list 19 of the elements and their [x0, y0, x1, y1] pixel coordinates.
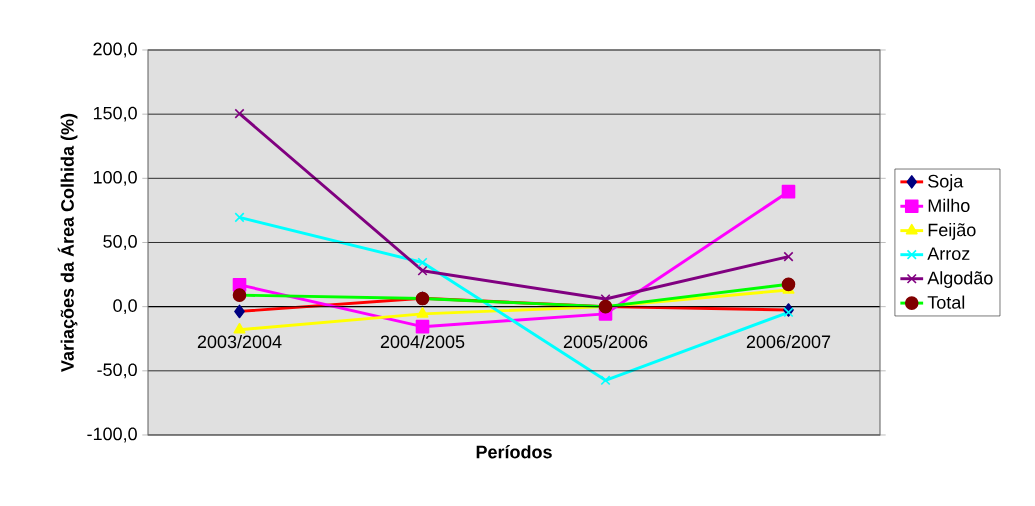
y-tick-label: -100,0 — [87, 427, 137, 443]
legend-label: Total — [927, 295, 965, 309]
y-tick-label: 100,0 — [93, 170, 137, 186]
y-tick-label: 150,0 — [93, 106, 137, 122]
x-tick-label: 2004/2005 — [380, 334, 465, 349]
y-tick-label: 50,0 — [103, 235, 137, 250]
y-axis-title: Variações da Área Colhida (%) — [57, 113, 78, 372]
y-tick-label: 0,0 — [113, 299, 137, 315]
y-tick-label: 200,0 — [93, 42, 137, 58]
y-tick-label: -50,0 — [97, 363, 137, 379]
x-tick-label: 2006/2007 — [746, 334, 831, 349]
legend-label: Soja — [928, 174, 964, 192]
legend-label: Milho — [928, 198, 970, 212]
legend-label: Algodão — [927, 271, 993, 288]
x-tick-label: 2003/2004 — [197, 334, 282, 349]
legend-label: Feijão — [928, 223, 976, 240]
x-tick-label: 2005/2006 — [563, 334, 648, 349]
x-axis-title: Períodos — [476, 445, 552, 459]
legend-label: Arroz — [927, 247, 970, 261]
